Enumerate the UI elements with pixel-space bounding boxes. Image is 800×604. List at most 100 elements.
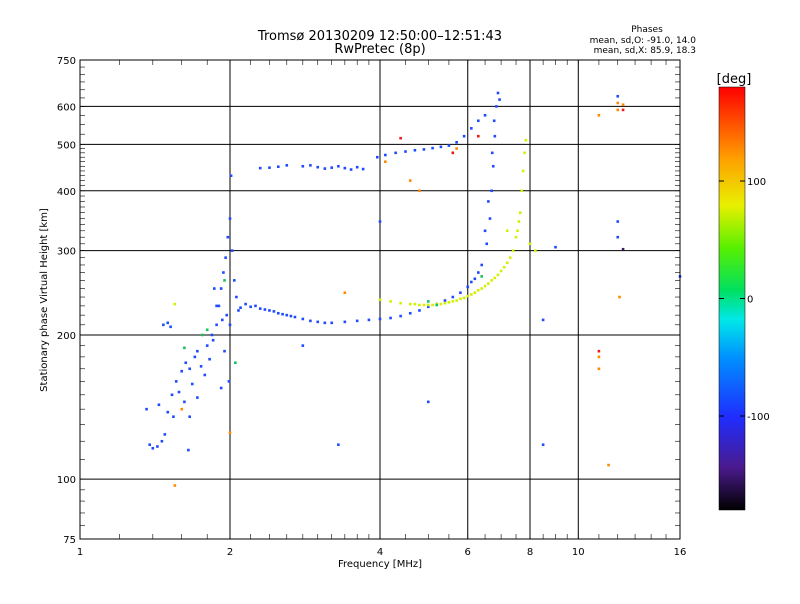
data-point [616,108,620,112]
data-point [193,355,197,359]
data-point [554,245,557,249]
data-point [172,415,175,419]
data-point [616,101,620,105]
data-point [455,140,458,144]
data-point [451,151,455,155]
data-point [426,400,430,404]
data-point [330,321,334,325]
data-point [174,380,178,383]
data-point [470,127,473,130]
data-point [443,299,447,302]
data-point [439,302,443,306]
x-tick-label: 2 [227,547,233,558]
data-point [378,220,382,223]
data-point [485,242,489,246]
data-point [520,189,524,193]
data-point [483,284,487,288]
data-point [180,407,184,411]
data-points [145,91,682,487]
data-point [493,134,497,138]
data-point [316,165,320,169]
data-point [210,333,214,337]
data-point [451,300,455,303]
data-point [212,287,216,290]
data-point [426,303,430,307]
data-point [439,145,443,149]
data-point [173,302,177,306]
data-point [157,403,161,407]
stats-heading: Phases [631,25,663,35]
data-point [355,165,359,169]
data-point [272,310,276,313]
data-point [367,318,371,322]
data-point [145,407,148,411]
data-point [223,349,226,353]
data-point [301,164,305,168]
data-point [511,249,515,252]
data-point [184,361,188,365]
data-point [309,319,312,323]
data-point [431,303,434,307]
data-point [389,300,392,303]
data-point [426,305,430,309]
data-point [337,164,340,168]
data-point [323,167,327,170]
data-point [343,291,347,295]
data-point [249,305,252,309]
data-point [281,312,284,316]
data-point [505,229,509,233]
data-point [343,166,347,170]
data-point [361,167,365,171]
x-tick-label: 4 [377,547,383,558]
y-tick-label: 400 [57,187,76,198]
data-point [493,276,497,280]
data-point [616,235,620,239]
data-point [508,256,512,259]
data-point [254,304,257,308]
data-point [205,328,209,332]
grid [80,60,680,539]
data-point [378,298,382,301]
data-point [408,179,412,182]
data-point [293,315,297,319]
data-point [148,443,152,447]
data-point [389,316,392,320]
data-point [455,147,458,150]
data-point [187,448,190,452]
data-point [462,134,466,138]
data-point [201,333,204,337]
data-point [301,317,305,321]
data-point [228,217,232,220]
data-point [188,367,191,371]
data-point [228,323,232,327]
colorbar-tick-label: 0 [747,295,753,306]
data-point [597,367,601,371]
colorbar-label: [deg] [717,72,752,87]
data-point [483,113,487,117]
y-tick-label: 600 [57,102,76,113]
plot-frame [79,59,681,540]
data-point [226,235,230,239]
x-tick-labels: 1 2 4 6 8 10 16 [77,547,687,558]
data-point [487,282,490,285]
data-point [597,355,601,359]
data-point [480,263,484,267]
data-point [219,386,223,390]
data-point [496,273,500,277]
data-point [480,287,484,290]
data-point [418,189,421,193]
data-point [408,302,412,306]
data-point [505,261,509,265]
data-point [459,297,462,301]
data-point [180,369,184,373]
data-point [177,390,181,394]
data-point [330,166,334,169]
data-point [466,294,470,298]
data-point [404,150,407,153]
data-point [519,211,522,214]
data-point [422,303,426,307]
data-point [431,146,434,150]
data-point [470,280,473,284]
x-axis-label: Frequency [MHz] [338,559,422,570]
